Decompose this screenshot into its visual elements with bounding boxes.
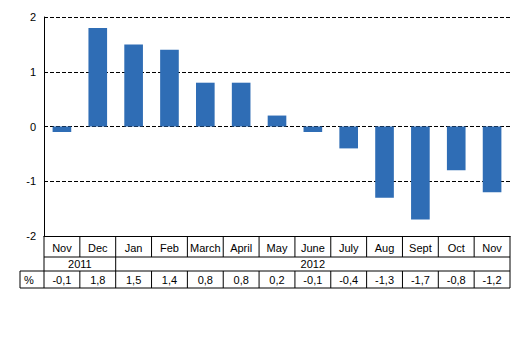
svg-text:1,4: 1,4 — [162, 274, 177, 286]
svg-text:-0,1: -0,1 — [303, 274, 322, 286]
svg-text:Nov: Nov — [52, 242, 72, 254]
svg-text:Feb: Feb — [160, 242, 179, 254]
svg-text:Aug: Aug — [375, 242, 395, 254]
svg-text:Dec: Dec — [88, 242, 108, 254]
svg-text:-2: -2 — [26, 230, 36, 242]
svg-text:2011: 2011 — [68, 258, 92, 270]
svg-text:2: 2 — [30, 11, 36, 23]
svg-text:-1: -1 — [26, 175, 36, 187]
svg-text:June: June — [301, 242, 325, 254]
svg-text:-1,2: -1,2 — [483, 274, 502, 286]
svg-text:1: 1 — [30, 66, 36, 78]
svg-text:%: % — [24, 274, 34, 286]
svg-text:Sept: Sept — [409, 242, 432, 254]
svg-text:-0,1: -0,1 — [52, 274, 71, 286]
svg-text:0,8: 0,8 — [234, 274, 249, 286]
svg-text:Oct: Oct — [448, 242, 465, 254]
svg-text:March: March — [190, 242, 221, 254]
svg-text:-1,3: -1,3 — [375, 274, 394, 286]
svg-text:Jan: Jan — [125, 242, 143, 254]
svg-text:July: July — [339, 242, 359, 254]
svg-text:Nov: Nov — [482, 242, 502, 254]
svg-text:-0,4: -0,4 — [339, 274, 358, 286]
svg-text:April: April — [230, 242, 252, 254]
svg-text:2012: 2012 — [301, 258, 325, 270]
svg-text:1,5: 1,5 — [126, 274, 141, 286]
svg-text:May: May — [267, 242, 288, 254]
svg-text:-1,7: -1,7 — [411, 274, 430, 286]
svg-text:0,8: 0,8 — [198, 274, 213, 286]
svg-text:0: 0 — [30, 121, 36, 133]
svg-text:-0,8: -0,8 — [447, 274, 466, 286]
svg-text:1,8: 1,8 — [90, 274, 105, 286]
svg-text:0,2: 0,2 — [269, 274, 284, 286]
